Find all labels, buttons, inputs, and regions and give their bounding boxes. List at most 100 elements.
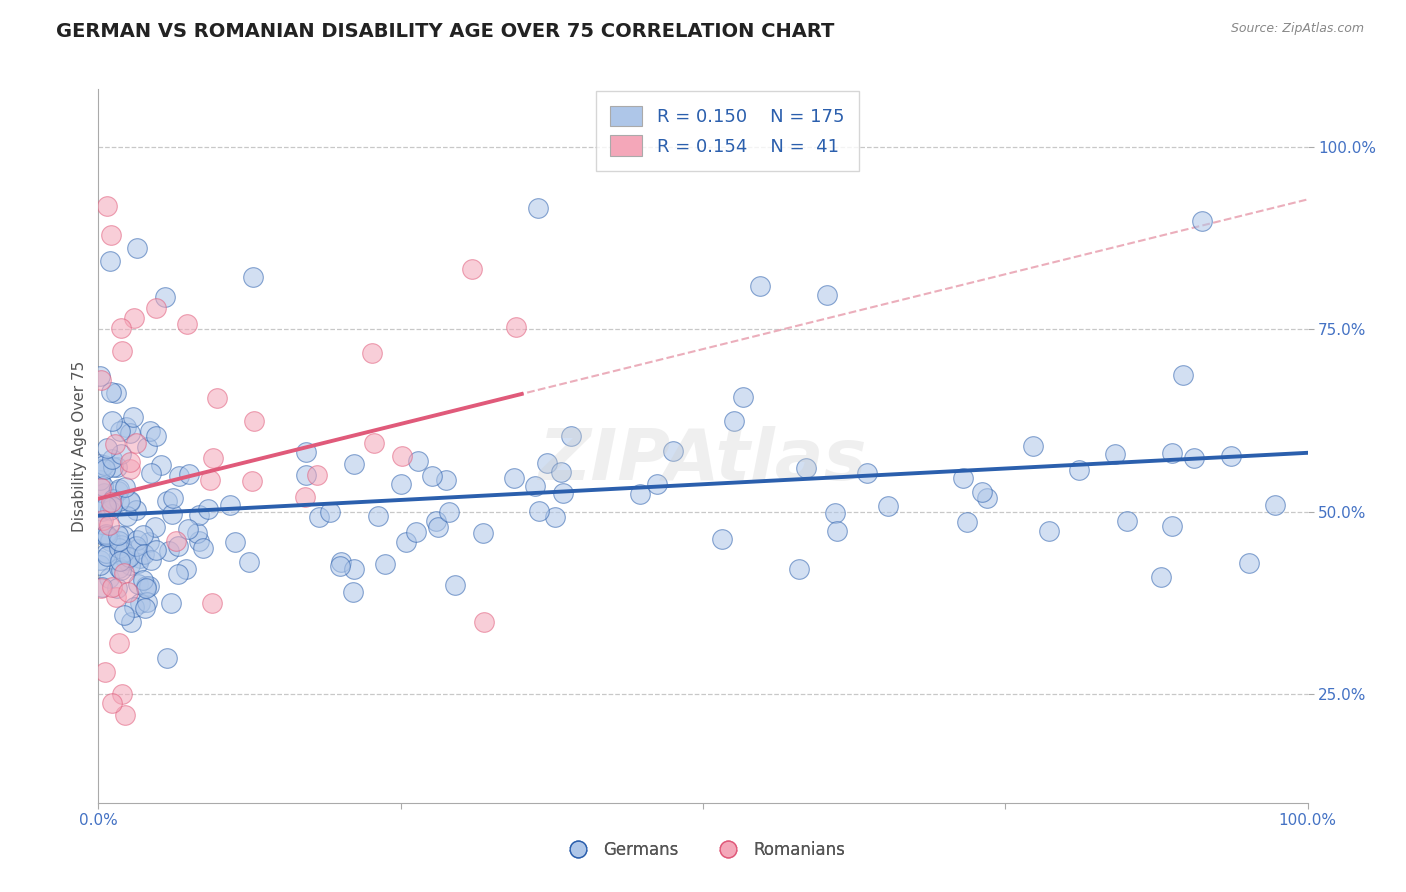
Point [731, 390, 754, 404]
Point [426, 520, 449, 534]
Point [420, 469, 443, 483]
Point [374, 558, 396, 572]
Point [471, 525, 494, 540]
Text: Source: ZipAtlas.com: Source: ZipAtlas.com [1230, 22, 1364, 36]
Point [503, 471, 526, 485]
Point [96, 499, 118, 513]
Point [118, 426, 141, 441]
Point [135, 579, 157, 593]
Point [100, 415, 122, 429]
Point [91, 513, 114, 527]
Text: ZIPAtlas: ZIPAtlas [538, 425, 868, 495]
Point [153, 290, 176, 304]
Point [177, 522, 200, 536]
Point [787, 562, 810, 576]
Point [242, 270, 264, 285]
Point [93, 458, 115, 473]
Point [90, 582, 112, 596]
Point [93, 462, 115, 476]
Point [90, 504, 112, 518]
Point [122, 600, 145, 615]
Point [112, 607, 135, 622]
Point [100, 451, 122, 466]
Point [218, 498, 240, 512]
Point [824, 506, 846, 520]
Point [118, 461, 141, 475]
Point [98, 503, 121, 517]
Point [318, 505, 340, 519]
Point [101, 491, 124, 506]
Point [1115, 515, 1137, 529]
Point [395, 535, 418, 549]
Point [108, 533, 131, 548]
Point [98, 534, 121, 549]
Point [93, 500, 115, 514]
Point [94, 526, 117, 541]
Point [188, 508, 211, 522]
Point [437, 504, 460, 518]
Point [107, 541, 129, 555]
Point [131, 573, 153, 587]
Point [141, 466, 163, 480]
Point [1171, 368, 1194, 383]
Point [308, 509, 330, 524]
Point [361, 345, 384, 359]
Point [89, 473, 111, 487]
Point [748, 279, 770, 293]
Point [125, 436, 148, 450]
Point [141, 552, 163, 566]
Point [110, 447, 132, 461]
Point [165, 533, 187, 548]
Point [425, 514, 447, 528]
Point [243, 415, 266, 429]
Point [98, 518, 121, 533]
Point [112, 544, 135, 558]
Point [114, 420, 136, 434]
Point [391, 449, 413, 463]
Point [1191, 214, 1213, 228]
Point [295, 468, 318, 483]
Point [197, 502, 219, 516]
Point [167, 567, 190, 582]
Point [145, 301, 167, 315]
Point [91, 516, 114, 531]
Point [160, 508, 183, 522]
Point [551, 485, 574, 500]
Point [131, 527, 153, 541]
Point [205, 391, 228, 405]
Point [114, 708, 136, 723]
Point [176, 562, 198, 576]
Point [115, 552, 138, 566]
Point [89, 558, 111, 572]
Point [101, 696, 124, 710]
Point [101, 460, 124, 475]
Point [342, 585, 364, 599]
Point [120, 494, 142, 508]
Point [134, 600, 156, 615]
Point [145, 520, 167, 534]
Point [294, 490, 316, 504]
Point [956, 516, 979, 530]
Point [110, 538, 132, 552]
Point [120, 615, 142, 629]
Text: GERMAN VS ROMANIAN DISABILITY AGE OVER 75 CORRELATION CHART: GERMAN VS ROMANIAN DISABILITY AGE OVER 7… [56, 22, 835, 41]
Point [176, 318, 198, 332]
Point [970, 485, 993, 500]
Point [149, 458, 172, 472]
Point [472, 615, 495, 629]
Point [329, 558, 352, 573]
Point [645, 477, 668, 491]
Point [461, 261, 484, 276]
Point [527, 201, 550, 215]
Point [98, 253, 121, 268]
Point [1067, 463, 1090, 477]
Point [90, 462, 112, 476]
Point [191, 541, 214, 555]
Point [343, 562, 366, 576]
Point [108, 554, 131, 568]
Point [1161, 519, 1184, 533]
Point [104, 386, 127, 401]
Point [952, 471, 974, 485]
Point [101, 580, 124, 594]
Point [134, 547, 156, 561]
